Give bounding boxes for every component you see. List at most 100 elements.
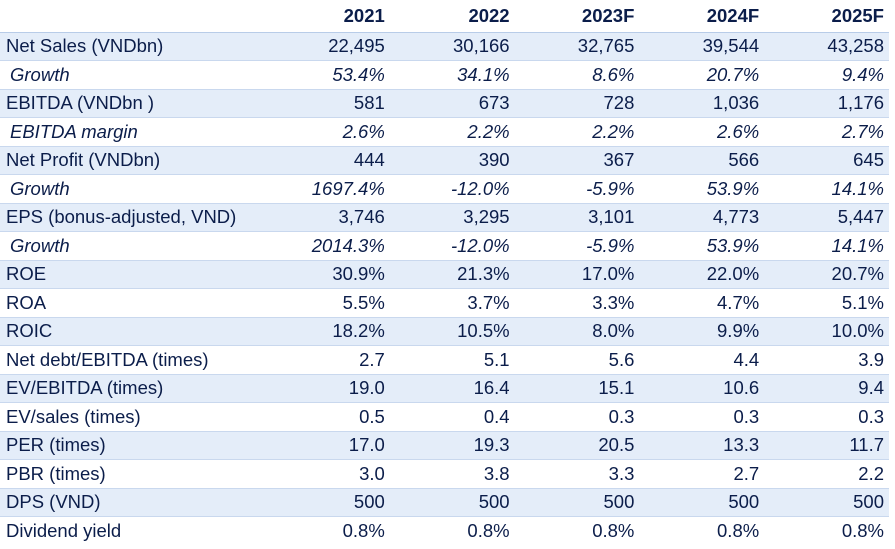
table-cell: 1697.4% (265, 174, 390, 204)
table-cell: 2.2% (514, 117, 640, 147)
table-row: EV/sales (times) 0.5 0.4 0.3 0.3 0.3 (0, 402, 889, 432)
table-cell: 2.2 (764, 459, 889, 489)
table-cell: 0.3 (764, 402, 889, 432)
table-cell: 8.6% (514, 60, 640, 90)
table-cell: 0.8% (467, 519, 510, 541)
table-row: EBITDA margin 2.6% 2.2% 2.2% 2.6% 2.7% (0, 117, 889, 147)
table-cell: 3,101 (514, 203, 640, 232)
table-cell: 0.8% (841, 519, 884, 541)
table-cell: 22,495 (265, 32, 390, 61)
table-row: Growth 2014.3% -12.0% -5.9% 53.9% 14.1% (0, 231, 889, 261)
row-label: EV/sales (times) (0, 402, 265, 432)
row-label: Net Profit (VNDbn) (0, 146, 265, 175)
table-row: PBR (times) 3.0 3.8 3.3 2.7 2.2 (0, 459, 889, 489)
table-cell: 500 (514, 488, 640, 517)
row-label: DPS (VND) (0, 488, 265, 517)
table-cell: 10.5% (389, 317, 515, 346)
table-row: Net Profit (VNDbn) 444 390 367 566 645 (0, 146, 889, 175)
table-row: Net Sales (VNDbn) 22,495 30,166 32,765 39,54… (0, 32, 889, 61)
table-row: EBITDA (VNDbn ) 581 673 728 1,036 1,176 (0, 89, 889, 118)
row-label: Growth (0, 174, 265, 204)
table-cell: 11.7 (764, 431, 889, 460)
table-cell: 53.4% (265, 60, 390, 90)
column-header-1: 2022 (389, 0, 515, 33)
row-label: PBR (times) (0, 459, 265, 489)
table-row: EPS (bonus-adjusted, VND) 3,746 3,295 3,101… (0, 203, 889, 232)
header-row: 2021 2022 2023F 2024F 2025F (0, 0, 889, 33)
table-cell: 9.4 (764, 374, 889, 403)
table-cell: 53.9% (639, 231, 765, 261)
table-cell: -12.0% (389, 231, 515, 261)
row-label: Growth (0, 231, 265, 261)
table-cell: 21.3% (389, 260, 515, 289)
table-cell: 444 (265, 146, 390, 175)
table-cell: -12.0% (389, 174, 515, 204)
table-cell: 0.8% (592, 519, 635, 541)
row-label: ROA (0, 288, 265, 318)
row-label: EV/EBITDA (times) (0, 374, 265, 403)
column-header-3: 2024F (639, 0, 765, 33)
table-cell: 2.7 (639, 459, 765, 489)
row-label: EPS (bonus-adjusted, VND) (0, 203, 265, 232)
table-cell: 16.4 (389, 374, 515, 403)
table-cell: 5.1 (389, 345, 515, 375)
table-cell: 0.4 (389, 402, 515, 432)
row-label: Net debt/EBITDA (times) (0, 345, 265, 375)
table-cell: 15.1 (514, 374, 640, 403)
table-cell: 5.1% (764, 288, 889, 318)
table-cell: 22.0% (639, 260, 765, 289)
table-cell: 18.2% (265, 317, 390, 346)
table-cell: 500 (265, 488, 390, 517)
table-row: EV/EBITDA (times) 19.0 16.4 15.1 10.6 9.4 (0, 374, 889, 403)
row-label: Net Sales (VNDbn) (0, 32, 265, 61)
table-cell: 30.9% (265, 260, 390, 289)
table-cell: 34.1% (389, 60, 515, 90)
row-label: EBITDA (VNDbn ) (0, 89, 265, 118)
table-cell: 2.6% (639, 117, 765, 147)
table-cell: 2.6% (265, 117, 390, 147)
table-cell: 2014.3% (265, 231, 390, 261)
table-cell: 4.7% (639, 288, 765, 318)
table-cell: 645 (764, 146, 889, 175)
table-cell: 17.0% (514, 260, 640, 289)
table-cell: 673 (389, 89, 515, 118)
table-cell: 3,746 (265, 203, 390, 232)
table-cell: 367 (514, 146, 640, 175)
table-cell: 3,295 (389, 203, 515, 232)
table-cell: 5.5% (265, 288, 390, 318)
table-cell: 3.0 (265, 459, 390, 489)
table-cell: 0.5 (265, 402, 390, 432)
column-header-4: 2025F (764, 0, 889, 33)
table-cell: 20.7% (639, 60, 765, 90)
table-cell: 14.1% (764, 231, 889, 261)
table-body: Net Sales (VNDbn) 22,495 30,166 32,765 39,54… (0, 32, 889, 545)
row-label: EBITDA margin (0, 117, 265, 147)
table-cell: 2.7% (764, 117, 889, 147)
table-cell: 17.0 (265, 431, 390, 460)
table-cell: 581 (265, 89, 390, 118)
row-label: ROE (0, 260, 265, 289)
table-cell: 19.3 (389, 431, 515, 460)
row-label: Dividend yield (6, 519, 122, 541)
table-cell: 3.3% (514, 288, 640, 318)
table-row: Growth 1697.4% -12.0% -5.9% 53.9% 14.1% (0, 174, 889, 204)
table-cell: 0.3 (514, 402, 640, 432)
table-cell: -5.9% (514, 174, 640, 204)
table-cell: 390 (389, 146, 515, 175)
table-row: Dividend yield 0.8% 0.8% 0.8% 0.8% 0.8% (0, 517, 889, 546)
table-cell: 5,447 (764, 203, 889, 232)
table-cell: 13.3 (639, 431, 765, 460)
table-cell: 20.7% (764, 260, 889, 289)
table-cell: 2.2% (389, 117, 515, 147)
table-cell: 9.4% (764, 60, 889, 90)
table-header: 2021 2022 2023F 2024F 2025F (0, 0, 889, 33)
table-cell: 8.0% (514, 317, 640, 346)
header-label-cell (0, 0, 265, 33)
table-cell: 4,773 (639, 203, 765, 232)
table-row: ROA 5.5% 3.7% 3.3% 4.7% 5.1% (0, 288, 889, 318)
table-cell: 30,166 (389, 32, 515, 61)
table-cell: 14.1% (764, 174, 889, 204)
row-label: PER (times) (0, 431, 265, 460)
